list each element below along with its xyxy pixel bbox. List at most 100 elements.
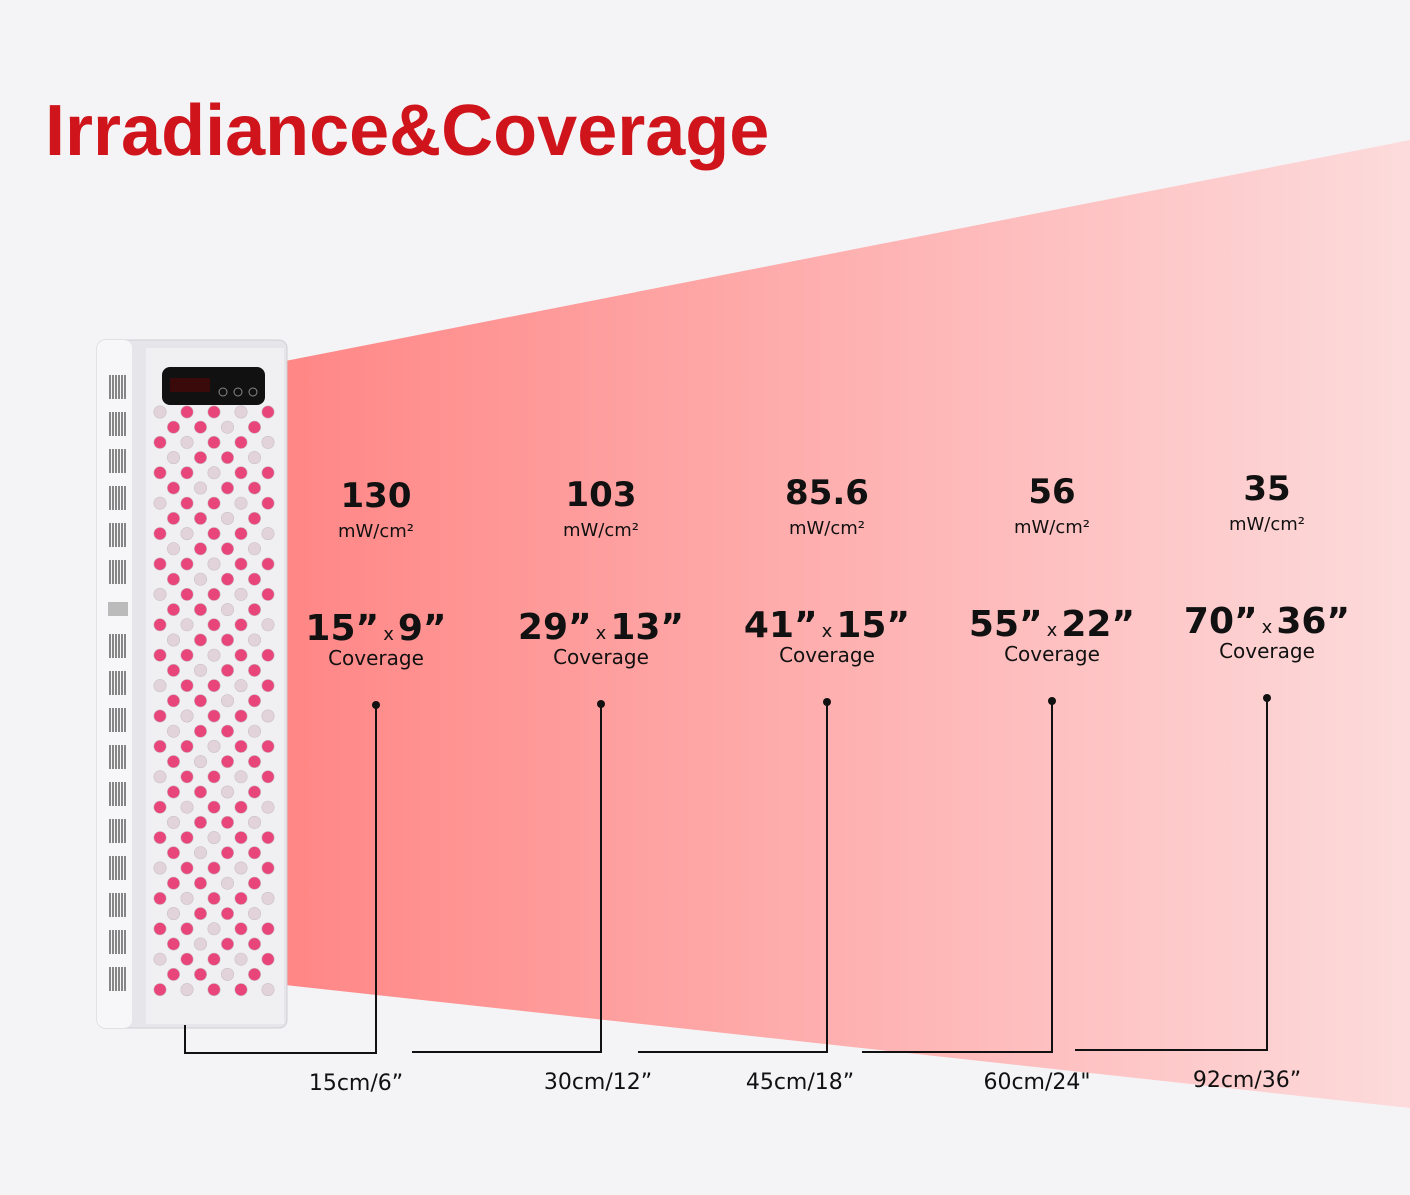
led (207, 496, 221, 510)
led (180, 618, 194, 632)
led (234, 527, 248, 541)
led (180, 952, 194, 966)
led (248, 937, 262, 951)
led (261, 405, 275, 419)
irradiance-unit: mW/cm² (1229, 514, 1305, 535)
led (207, 800, 221, 814)
title: Irradiance&Coverage (45, 91, 769, 171)
led (207, 679, 221, 693)
led (180, 861, 194, 875)
irradiance-value: 35 (1243, 469, 1290, 509)
led (167, 907, 181, 921)
led (261, 891, 275, 905)
distance-line (862, 701, 1053, 1053)
led (207, 922, 221, 936)
led (221, 511, 235, 525)
led (194, 542, 208, 556)
led (207, 557, 221, 571)
led (221, 633, 235, 647)
led (153, 496, 167, 510)
led (153, 770, 167, 784)
led (180, 527, 194, 541)
irradiance-value: 130 (341, 476, 412, 516)
led (180, 648, 194, 662)
led (194, 420, 208, 434)
led (261, 709, 275, 723)
led (153, 679, 167, 693)
led (261, 739, 275, 753)
led (234, 983, 248, 997)
led (248, 694, 262, 708)
led (234, 496, 248, 510)
led (194, 451, 208, 465)
coverage-width: 70” (1184, 601, 1258, 642)
coverage-height: 15” (836, 605, 910, 646)
led (153, 527, 167, 541)
led (207, 466, 221, 480)
distance-line (638, 702, 828, 1053)
led (167, 633, 181, 647)
led (207, 983, 221, 997)
coverage-size: 41” x 15” (744, 605, 910, 646)
led (194, 633, 208, 647)
led (194, 815, 208, 829)
led (167, 815, 181, 829)
led (221, 967, 235, 981)
led (153, 618, 167, 632)
led (248, 907, 262, 921)
button (233, 387, 243, 397)
led (221, 603, 235, 617)
led (180, 770, 194, 784)
led (194, 511, 208, 525)
led (180, 679, 194, 693)
led (180, 557, 194, 571)
led (234, 709, 248, 723)
led (153, 739, 167, 753)
led (153, 891, 167, 905)
led (180, 587, 194, 601)
led (194, 846, 208, 860)
irradiance-unit: mW/cm² (338, 521, 414, 542)
led (261, 831, 275, 845)
vent-dots (108, 602, 128, 616)
led (153, 709, 167, 723)
led (261, 922, 275, 936)
led (180, 496, 194, 510)
coverage-label: Coverage (1219, 639, 1315, 663)
led (234, 861, 248, 875)
led (248, 876, 262, 890)
led (167, 967, 181, 981)
led (153, 557, 167, 571)
led (180, 435, 194, 449)
led (153, 831, 167, 845)
led (234, 770, 248, 784)
led (234, 891, 248, 905)
irradiance-unit: mW/cm² (789, 518, 865, 539)
led (221, 451, 235, 465)
led (248, 542, 262, 556)
led (221, 694, 235, 708)
led (248, 967, 262, 981)
led (207, 709, 221, 723)
led (207, 770, 221, 784)
led (167, 451, 181, 465)
led (180, 405, 194, 419)
led (221, 572, 235, 586)
coverage-separator: x (596, 623, 607, 644)
led (248, 420, 262, 434)
led (248, 572, 262, 586)
led-readout (170, 378, 210, 392)
led (261, 587, 275, 601)
led (153, 952, 167, 966)
led (221, 815, 235, 829)
led (180, 739, 194, 753)
led (261, 770, 275, 784)
coverage-label: Coverage (779, 643, 875, 667)
led (207, 831, 221, 845)
led (221, 420, 235, 434)
distance-line (1075, 698, 1268, 1051)
led (180, 831, 194, 845)
led (248, 603, 262, 617)
led (248, 633, 262, 647)
